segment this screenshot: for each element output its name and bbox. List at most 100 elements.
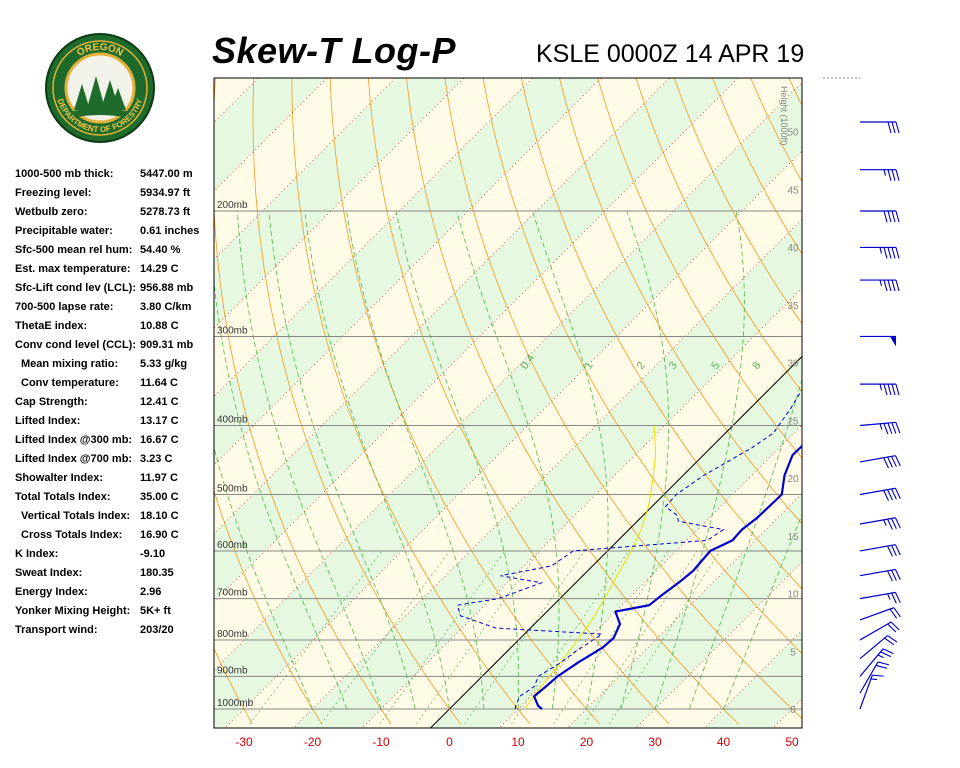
stat-value: 3.80 C/km xyxy=(140,301,192,313)
wind-barb-shaft xyxy=(859,517,896,525)
wind-barb xyxy=(859,607,901,621)
stat-value: 13.17 C xyxy=(140,415,179,427)
stat-value: 14.29 C xyxy=(140,263,179,275)
mixing-ratio-label: 5 xyxy=(709,360,722,372)
wind-barb-feather xyxy=(887,210,892,223)
stat-row: Cross Totals Index: 16.90 C xyxy=(15,529,215,548)
wind-barb xyxy=(859,591,901,604)
height-tick-label: 40 xyxy=(787,243,799,254)
stat-row: Wetbulb zero: 5278.73 ft xyxy=(15,206,215,225)
height-tick-label: 10 xyxy=(787,590,799,601)
wind-barb-feather xyxy=(883,279,888,292)
wind-barb-feather xyxy=(883,490,889,501)
wind-barb-feather xyxy=(890,621,900,631)
stat-label: Sweat Index: xyxy=(15,567,83,579)
height-tick-label: 35 xyxy=(787,301,799,312)
stat-value: 180.35 xyxy=(140,567,174,579)
wind-barb-half-feather xyxy=(870,678,878,681)
dry-adiabat xyxy=(406,78,739,725)
stat-label: Showalter Index: xyxy=(15,472,104,484)
wind-barb-feather xyxy=(895,279,900,292)
stat-row: Yonker Mixing Height: 5K+ ft xyxy=(15,605,215,624)
stat-row: Precipitable water: 0.61 inches xyxy=(15,225,215,244)
height-tick-label: 25 xyxy=(787,416,799,427)
wind-barb xyxy=(859,455,901,469)
wind-barb-shaft xyxy=(859,421,896,427)
stat-row: Sfc-Lift cond lev (LCL): 956.88 mb xyxy=(15,282,215,301)
stat-row: Showalter Index: 11.97 C xyxy=(15,472,215,491)
dry-adiabat xyxy=(848,0,960,724)
wind-barb xyxy=(859,568,901,582)
stat-row: Lifted Index: 13.17 C xyxy=(15,415,215,434)
stat-value: 5K+ ft xyxy=(140,605,171,617)
pressure-label: 400mb xyxy=(217,414,248,425)
temperature-tick-label: 0 xyxy=(446,735,453,749)
stat-value: 10.88 C xyxy=(140,320,179,332)
wind-barb-feather xyxy=(894,592,901,603)
mixing-ratio-line xyxy=(379,550,506,725)
wind-barb-feather xyxy=(875,664,888,669)
wind-barb-feather xyxy=(891,384,896,396)
dry-adiabat xyxy=(291,78,531,725)
plot-frame xyxy=(213,77,803,729)
stat-value: 35.00 C xyxy=(140,491,179,503)
mixing-ratio-line xyxy=(416,550,540,725)
stat-value: 2.96 xyxy=(140,586,162,598)
stat-row: Conv temperature: 11.64 C xyxy=(15,377,215,396)
stat-label: Conv temperature: xyxy=(21,377,119,389)
stat-value: 3.23 C xyxy=(140,453,173,465)
stat-value: -9.10 xyxy=(140,548,166,560)
wind-barb-feather xyxy=(887,489,893,501)
moist-adiabat xyxy=(268,210,416,710)
stat-row: Sfc-500 mean rel hum: 54.40 % xyxy=(15,244,215,263)
stat-value: 0.61 inches xyxy=(140,225,200,237)
stat-value: 5934.97 ft xyxy=(140,187,191,199)
wind-barb-shaft xyxy=(859,607,895,621)
temperature-profile-line xyxy=(532,444,802,710)
wind-barb xyxy=(860,383,900,396)
dry-adiabat xyxy=(520,78,802,590)
stat-label: Cap Strength: xyxy=(15,396,88,408)
dry-adiabat xyxy=(951,0,960,724)
wind-barb-shaft xyxy=(859,621,892,641)
dry-adiabat xyxy=(214,78,392,725)
stat-row: Est. max temperature: 14.29 C xyxy=(15,263,215,282)
wind-barb-feather xyxy=(887,384,892,396)
stat-value: 956.88 mb xyxy=(140,282,194,294)
parcel-path-line xyxy=(524,425,657,710)
temperature-tick-label: -20 xyxy=(304,735,322,749)
isotherm-band xyxy=(214,78,327,191)
wind-barb xyxy=(860,279,900,292)
stat-label: Vertical Totals Index: xyxy=(21,510,131,522)
pressure-label: 500mb xyxy=(217,484,248,495)
dry-adiabat xyxy=(917,0,960,724)
chart-title: Skew-T Log-P xyxy=(212,30,457,71)
wind-barb-feather xyxy=(887,623,897,633)
dry-adiabat xyxy=(673,78,802,325)
wind-barb-half-feather xyxy=(883,169,887,176)
wind-barb-feather xyxy=(887,279,892,292)
height-tick-label: 30 xyxy=(787,359,799,370)
wind-barb-feather xyxy=(891,279,896,292)
wind-barb-shaft xyxy=(859,674,873,710)
wind-barb-feather xyxy=(883,457,889,469)
dry-adiabat xyxy=(252,78,462,725)
wind-barb-feather xyxy=(883,210,888,223)
dry-adiabat xyxy=(597,78,802,459)
stat-row: Mean mixing ratio: 5.33 g/kg xyxy=(15,358,215,377)
wind-barb-feather xyxy=(887,570,893,582)
dry-adiabat xyxy=(635,78,802,393)
wind-barb xyxy=(860,169,900,181)
wind-barb xyxy=(860,335,896,347)
stat-row: 1000-500 mb thick: 5447.00 m xyxy=(15,168,215,187)
height-tick-label: 50 xyxy=(787,128,799,139)
wind-barb-half-feather xyxy=(879,423,883,430)
wind-barb-feather xyxy=(891,545,897,556)
stat-label: Cross Totals Index: xyxy=(21,529,123,541)
wind-barb xyxy=(859,621,900,641)
mixing-ratio-label: 1 xyxy=(582,360,595,372)
temperature-tick-label: 50 xyxy=(785,735,799,749)
wind-barb-shaft xyxy=(859,544,896,552)
wind-barb-feather xyxy=(891,121,896,134)
